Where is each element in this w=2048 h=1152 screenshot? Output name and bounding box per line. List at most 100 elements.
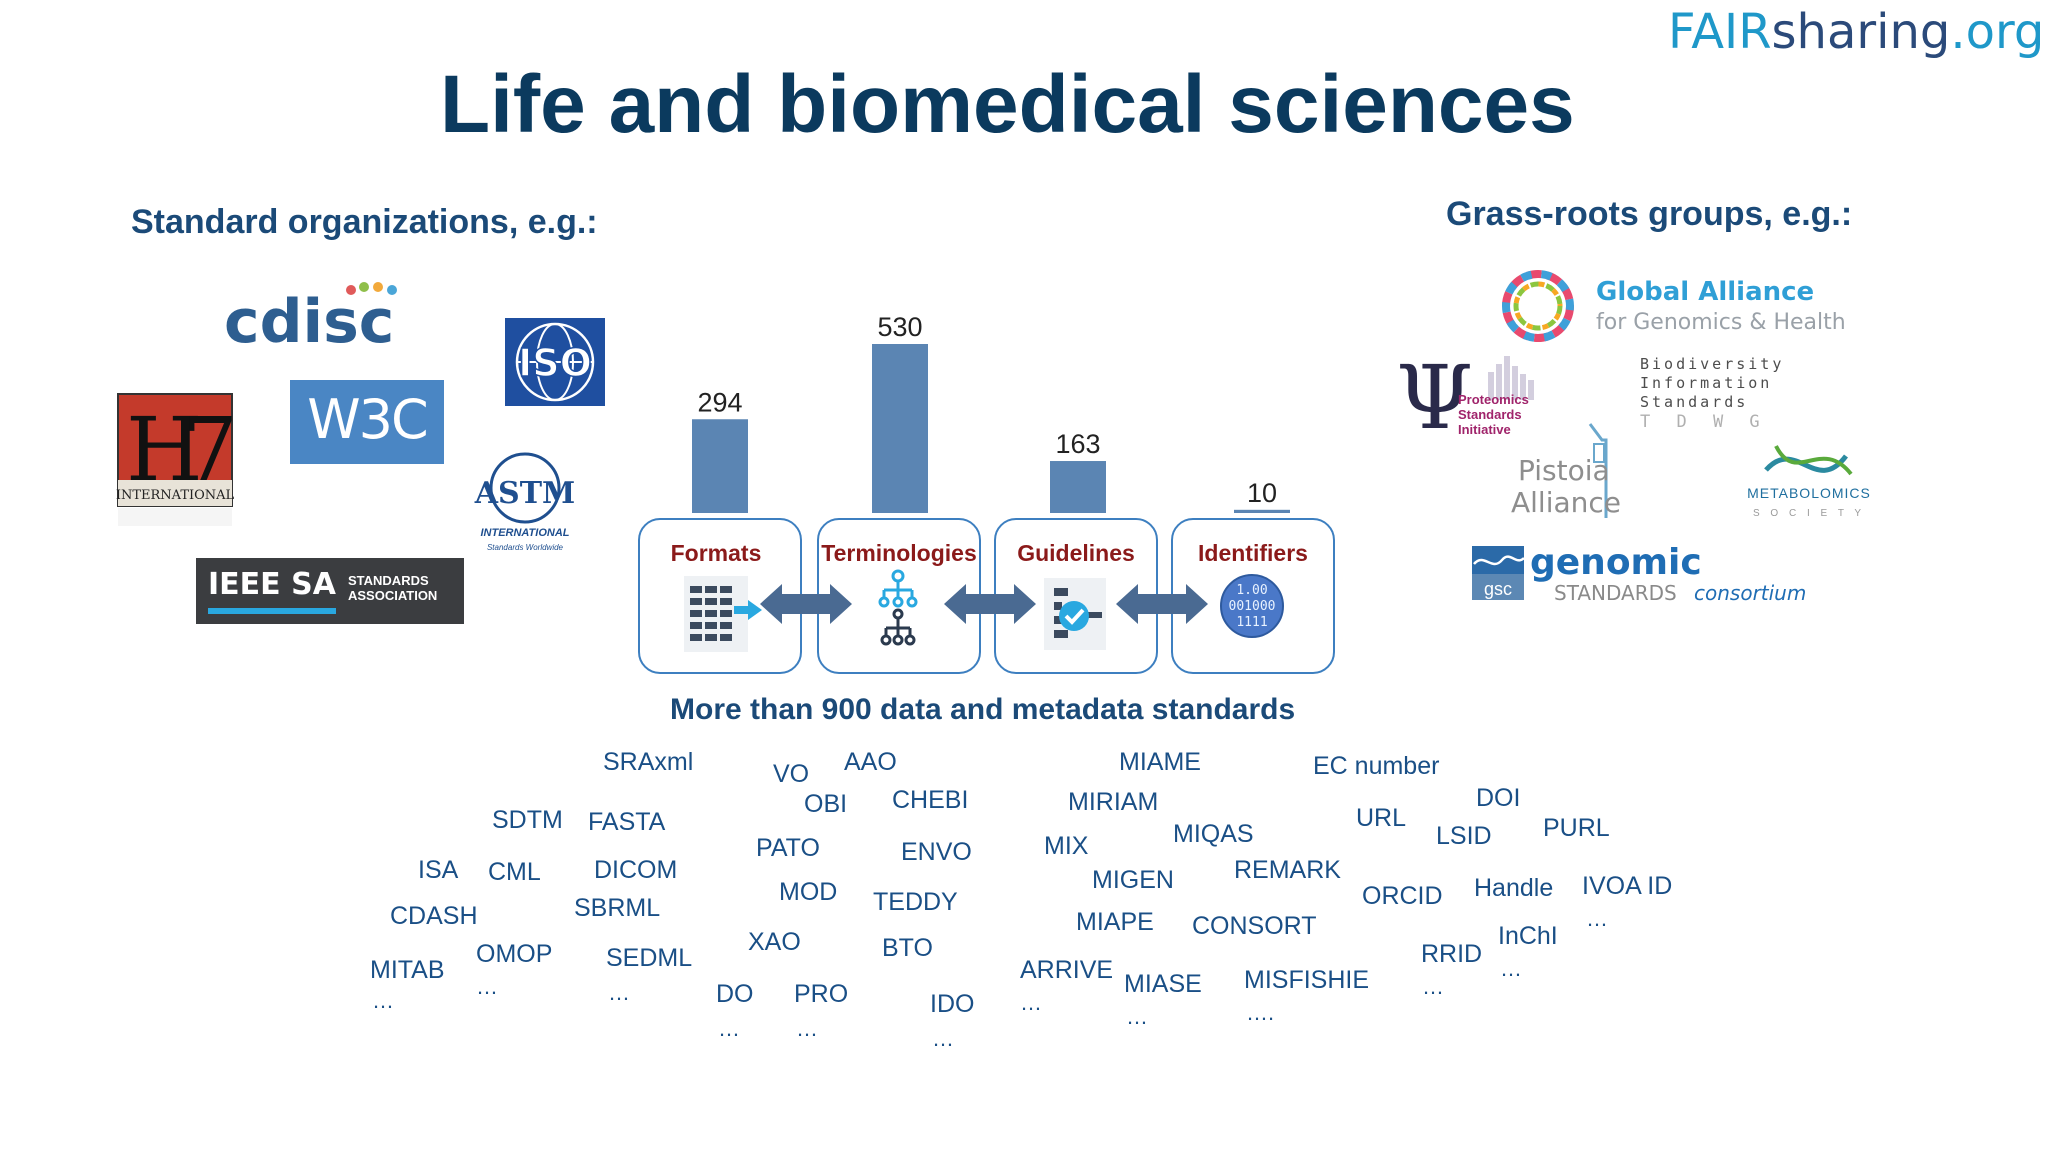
fairsharing-brand: FAIRsharing.org xyxy=(1668,4,2045,60)
term-ec-number: EC number xyxy=(1313,752,1440,780)
term-miriam: MIRIAM xyxy=(1068,788,1159,816)
ellipsis: … xyxy=(1020,990,1042,1015)
bars-layer xyxy=(692,344,1290,513)
ellipsis: … xyxy=(608,980,630,1005)
psi-line1: Proteomics xyxy=(1458,392,1529,407)
astm-logo: ASTM INTERNATIONAL Standards Worldwide xyxy=(474,452,575,552)
astm-wordmark: ASTM xyxy=(474,476,575,511)
ellipsis: …. xyxy=(1246,1000,1275,1025)
term-xao: XAO xyxy=(748,928,801,956)
iso-wordmark: ISO xyxy=(518,341,592,385)
tdwg-line2: Information xyxy=(1640,374,1772,392)
tdwg-logo: Biodiversity Information Standards T D W… xyxy=(1640,355,1784,432)
term-purl: PURL xyxy=(1543,814,1610,842)
ellipsis: … xyxy=(796,1016,818,1041)
bar-formats xyxy=(692,419,748,513)
pistoia-line1: Pistoia xyxy=(1518,454,1610,487)
w3c-wordmark: W3C xyxy=(307,388,428,451)
term-consort: CONSORT xyxy=(1192,912,1317,940)
value-label-terminologies: 530 xyxy=(877,312,922,342)
cdisc-wordmark: cdisc xyxy=(224,287,394,357)
table-grid-icon xyxy=(684,576,762,652)
ga4gh-line1: Global Alliance xyxy=(1596,277,1814,307)
metabolomics-line2: S O C I E T Y xyxy=(1753,508,1865,519)
ieee-sa-logo: IEEE SA STANDARDS ASSOCIATION xyxy=(196,558,464,624)
category-label-identifiers: Identifiers xyxy=(1198,540,1308,566)
value-label-identifiers: 10 xyxy=(1247,478,1277,508)
term-chebi: CHEBI xyxy=(892,786,969,814)
term-obi: OBI xyxy=(804,790,848,818)
term-envo: ENVO xyxy=(901,838,972,866)
term-do: DO xyxy=(716,980,754,1008)
term-inchi: InChI xyxy=(1498,922,1558,950)
ellipsis: … xyxy=(718,1016,740,1041)
term-aao: AAO xyxy=(844,748,897,776)
term-miame: MIAME xyxy=(1119,748,1201,776)
psi-line2: Standards xyxy=(1458,407,1522,422)
genomic-standards-consortium-logo: gsc genomic STANDARDS consortium xyxy=(1472,542,1806,605)
term-url: URL xyxy=(1356,804,1407,832)
ellipsis: … xyxy=(1586,906,1608,931)
term-bto: BTO xyxy=(882,934,933,962)
term-miase: MIASE xyxy=(1124,970,1202,998)
pistoia-logo: Pistoia Alliance xyxy=(1511,423,1621,519)
term-arrive: ARRIVE xyxy=(1020,956,1114,984)
tdwg-line3: Standards xyxy=(1640,393,1748,411)
term-sedml: SEDML xyxy=(606,944,693,972)
ga4gh-line2: for Genomics & Health xyxy=(1596,310,1846,335)
ga4gh-logo: Global Alliance for Genomics & Health xyxy=(1502,270,1846,342)
tdwg-line1: Biodiversity xyxy=(1640,355,1784,373)
term-sraxml: SRAxml xyxy=(603,748,694,776)
ieee-standards-label: STANDARDS xyxy=(348,573,429,588)
tdwg-acronym: T D W G xyxy=(1640,412,1768,432)
hl7-logo: H 7 INTERNATIONAL xyxy=(116,393,236,526)
gsc-line1: genomic xyxy=(1530,542,1702,583)
iso-logo: ISO xyxy=(505,318,605,406)
term-mix: MIX xyxy=(1044,832,1089,860)
term-teddy: TEDDY xyxy=(873,888,958,916)
category-label-guidelines: Guidelines xyxy=(1017,540,1135,566)
cdisc-logo: cdisc xyxy=(224,282,397,357)
ellipsis: … xyxy=(476,974,498,999)
value-label-formats: 294 xyxy=(697,387,742,417)
term-orcid: ORCID xyxy=(1362,882,1443,910)
term-sdtm: SDTM xyxy=(492,806,563,834)
pistoia-line2: Alliance xyxy=(1511,486,1621,519)
ellipsis: … xyxy=(1500,956,1522,981)
binary-row-3: 1111 xyxy=(1236,615,1267,630)
psi-logo: Ψ Proteomics Standards Initiative xyxy=(1396,352,1534,444)
term-vo: VO xyxy=(773,760,810,788)
ellipsis: … xyxy=(932,1026,954,1051)
ellipsis: … xyxy=(1126,1004,1148,1029)
psi-symbol: Ψ xyxy=(1396,352,1473,444)
term-sbrml: SBRML xyxy=(574,894,661,922)
metabolomics-line1: METABOLOMICS xyxy=(1747,485,1871,501)
page-title: Life and biomedical sciences xyxy=(440,59,1575,150)
gsc-line2: STANDARDS xyxy=(1554,581,1677,605)
double-arrow-icon xyxy=(944,584,1036,624)
checklist-document-icon xyxy=(1044,578,1106,650)
binary-row-1: 1.00 xyxy=(1236,583,1267,598)
gsc-badge: gsc xyxy=(1484,579,1512,599)
value-labels-layer: 294 530 163 10 xyxy=(697,312,1277,508)
double-arrow-icon xyxy=(760,584,852,624)
term-lsid: LSID xyxy=(1436,822,1492,850)
psi-line3: Initiative xyxy=(1458,422,1511,437)
term-misfishie: MISFISHIE xyxy=(1244,966,1370,994)
term-rrid: RRID xyxy=(1421,940,1483,968)
astm-international: INTERNATIONAL xyxy=(480,527,569,539)
gsc-line3: consortium xyxy=(1694,581,1806,605)
ellipsis: … xyxy=(1422,974,1444,999)
bar-guidelines xyxy=(1050,461,1106,513)
w3c-logo: W3C xyxy=(290,380,444,464)
bar-identifiers xyxy=(1234,509,1290,513)
term-pato: PATO xyxy=(756,834,820,862)
astm-tagline: Standards Worldwide xyxy=(487,543,564,552)
term-cdash: CDASH xyxy=(390,902,478,930)
binary-row-2: 001000 xyxy=(1229,599,1276,614)
binary-globe-icon: 1.00 001000 1111 xyxy=(1220,574,1284,638)
ellipsis: … xyxy=(372,988,394,1013)
term-doi: DOI xyxy=(1476,784,1521,812)
standards-summary: More than 900 data and metadata standard… xyxy=(670,693,1296,726)
